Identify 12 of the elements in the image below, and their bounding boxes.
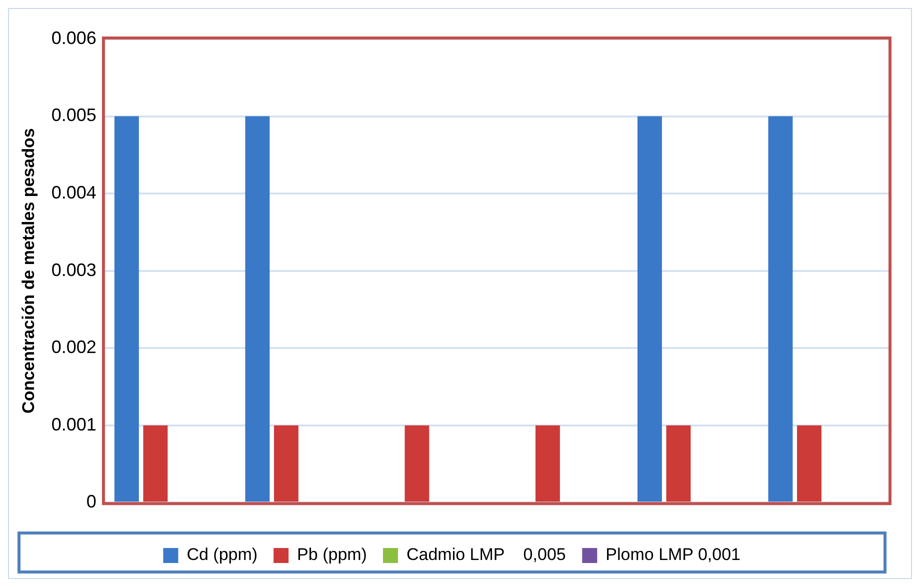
legend-label: Cadmio LMP 0,005 [406,545,566,564]
y-tick-label: 0.001 [51,414,96,434]
legend-label: Pb (ppm) [297,545,367,564]
y-tick-label: 0.002 [51,337,96,358]
legend-label: Plomo LMP 0,001 [606,545,740,564]
y-axis-title: Concentración de metales pesados [18,128,38,414]
y-tick-label: 0.003 [51,260,96,280]
y-tick-label: 0.006 [51,28,96,48]
legend-label: Cd (ppm) [186,545,258,564]
y-tick-label: 0.005 [51,105,96,126]
y-tick-label: 0 [86,492,96,512]
y-tick-label: 0.004 [51,182,96,202]
